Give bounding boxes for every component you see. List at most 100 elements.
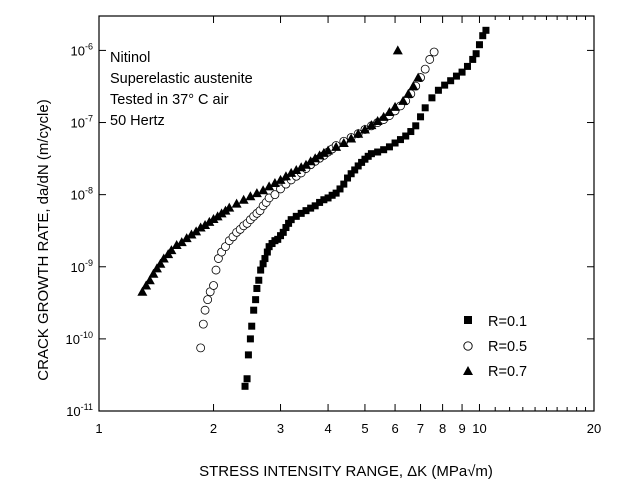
point-r01 — [244, 351, 252, 359]
point-r01 — [441, 81, 449, 89]
point-r07 — [181, 233, 192, 243]
point-r07 — [310, 153, 321, 163]
x-tick-labels: 1 2 3 4 5 6 7 8 9 10 20 — [95, 421, 601, 436]
point-r01 — [407, 128, 415, 136]
point-r07 — [208, 213, 219, 223]
x-tick-label: 2 — [210, 421, 217, 436]
point-r07 — [366, 120, 377, 130]
point-r07 — [359, 124, 370, 134]
point-r07 — [231, 198, 242, 208]
point-r05 — [420, 64, 430, 74]
x-tick-label: 5 — [361, 421, 368, 436]
x-tick-label: 6 — [391, 421, 398, 436]
point-r01 — [274, 235, 282, 243]
point-r07 — [141, 280, 152, 290]
point-r01 — [263, 248, 271, 256]
y-tick-label: 10-9 — [71, 258, 93, 275]
point-r07 — [186, 229, 197, 239]
point-r07 — [314, 150, 325, 160]
point-r01 — [285, 219, 293, 227]
plot-frame — [98, 15, 595, 412]
point-r07 — [269, 178, 280, 188]
point-r01 — [396, 136, 404, 144]
point-r07 — [204, 216, 215, 226]
point-r01 — [385, 143, 393, 151]
point-r07 — [331, 141, 342, 151]
point-r05 — [209, 281, 218, 290]
point-r01 — [380, 146, 388, 154]
point-r01 — [255, 276, 263, 284]
point-r07 — [403, 88, 414, 98]
point-r07 — [264, 181, 275, 191]
data-points — [137, 26, 490, 390]
point-r07 — [176, 237, 187, 247]
point-r01 — [475, 41, 483, 49]
point-r01 — [417, 113, 425, 121]
point-r07 — [280, 171, 291, 181]
annotation-line-3: Tested in 37° C air — [110, 92, 229, 108]
point-r07 — [301, 159, 312, 169]
point-r07 — [384, 106, 395, 116]
point-r01 — [307, 204, 315, 212]
y-axis-title-group: CRACK GROWTH RATE, da/dN (m/cycle) — [35, 99, 52, 380]
legend-label-r01: R=0.1 — [488, 314, 527, 330]
y-tick-label: 10-11 — [66, 402, 93, 419]
point-r07 — [245, 191, 256, 201]
point-r01 — [434, 86, 442, 94]
point-r01 — [261, 255, 269, 263]
x-tick-label: 8 — [439, 421, 446, 436]
point-r01 — [340, 180, 348, 188]
point-r05 — [196, 343, 206, 353]
point-r05 — [198, 319, 208, 329]
point-r07 — [408, 81, 419, 91]
point-r01 — [292, 212, 300, 220]
annotation-line-1: Nitinol — [110, 50, 150, 66]
point-r07 — [200, 219, 211, 229]
point-r01 — [316, 198, 324, 206]
point-r01 — [458, 68, 466, 76]
point-r05 — [200, 305, 210, 315]
point-r07 — [346, 133, 357, 143]
point-r07 — [398, 95, 409, 105]
x-tick-label: 10 — [472, 421, 486, 436]
point-r07 — [155, 258, 166, 268]
x-tick-label: 20 — [587, 421, 601, 436]
x-tick-label: 1 — [95, 421, 102, 436]
point-r05 — [425, 55, 435, 64]
point-r01 — [320, 196, 328, 204]
point-r07 — [353, 128, 364, 138]
point-r07 — [251, 188, 262, 198]
point-r07 — [137, 286, 148, 296]
annotation-line-2: Superelastic austenite — [110, 71, 253, 87]
point-r01 — [428, 94, 436, 102]
point-r01 — [246, 335, 254, 343]
point-r07 — [238, 194, 249, 204]
point-r01 — [452, 72, 460, 80]
point-r01 — [479, 32, 487, 40]
point-r07 — [390, 101, 401, 111]
point-r01 — [248, 322, 256, 330]
point-r07 — [318, 147, 329, 157]
point-r01 — [241, 382, 249, 390]
annotation-line-4: 50 Hertz — [110, 113, 165, 129]
y-tick-label: 10-10 — [66, 330, 93, 347]
legend-label-r07: R=0.7 — [488, 364, 527, 380]
point-r07 — [151, 263, 162, 273]
point-r01 — [421, 104, 429, 112]
x-tick-label: 9 — [458, 421, 465, 436]
axis-ticks — [98, 16, 595, 412]
point-r01 — [332, 189, 340, 197]
y-tick-labels: 10-11 10-10 10-9 10-8 10-7 10-6 — [66, 41, 93, 419]
y-tick-label: 10-8 — [71, 186, 93, 203]
point-r01 — [482, 26, 490, 34]
point-r07 — [305, 156, 316, 166]
point-r01 — [282, 224, 290, 232]
legend-marker-r01 — [464, 316, 472, 324]
point-r07 — [275, 174, 286, 184]
point-r07 — [195, 222, 206, 232]
legend: R=0.1 R=0.5 R=0.7 — [463, 314, 527, 380]
point-r07 — [166, 245, 177, 255]
point-r01 — [243, 375, 251, 383]
point-r01 — [469, 55, 477, 63]
